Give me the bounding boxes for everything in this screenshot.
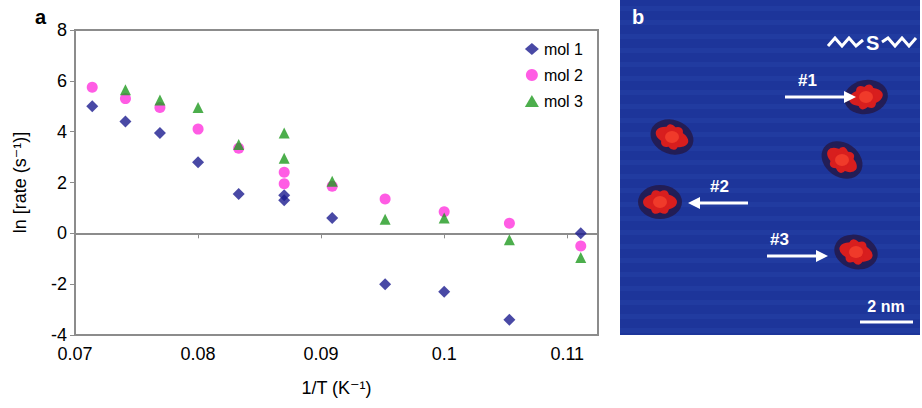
svg-text:ln [rate (s⁻¹)]: ln [rate (s⁻¹)] <box>10 132 30 234</box>
svg-text:0.09: 0.09 <box>304 344 339 364</box>
svg-text:2 nm: 2 nm <box>867 298 904 315</box>
svg-text:#2: #2 <box>710 177 729 196</box>
svg-text:1/T (K⁻¹): 1/T (K⁻¹) <box>301 378 371 398</box>
svg-text:-4: -4 <box>51 325 67 345</box>
svg-text:4: 4 <box>57 122 67 142</box>
svg-text:mol 2: mol 2 <box>544 67 583 84</box>
svg-text:a: a <box>35 6 47 28</box>
svg-text:mol 1: mol 1 <box>544 41 583 58</box>
svg-text:6: 6 <box>57 71 67 91</box>
svg-text:8: 8 <box>57 20 67 40</box>
svg-text:2: 2 <box>57 173 67 193</box>
svg-text:0: 0 <box>57 223 67 243</box>
svg-text:#3: #3 <box>770 230 789 249</box>
svg-text:#1: #1 <box>798 71 817 90</box>
svg-text:mol 3: mol 3 <box>544 93 583 110</box>
svg-text:b: b <box>632 6 644 28</box>
svg-text:-2: -2 <box>51 274 67 294</box>
svg-text:0.07: 0.07 <box>57 344 92 364</box>
svg-text:0.1: 0.1 <box>432 344 457 364</box>
svg-text:0.11: 0.11 <box>550 344 584 364</box>
svg-text:S: S <box>866 32 879 54</box>
svg-text:0.08: 0.08 <box>181 344 216 364</box>
